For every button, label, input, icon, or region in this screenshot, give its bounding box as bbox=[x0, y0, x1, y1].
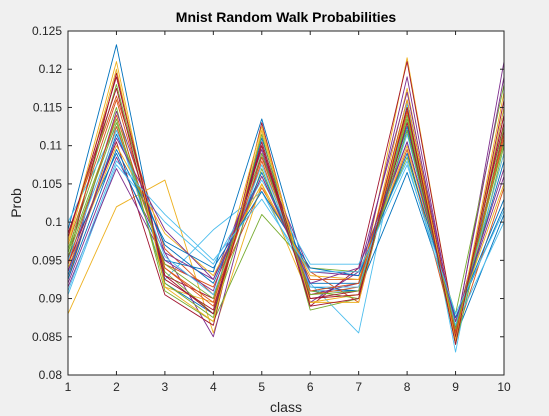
y-tick-label: 0.125 bbox=[32, 24, 62, 38]
x-tick-label: 7 bbox=[355, 380, 362, 394]
x-tick-label: 2 bbox=[113, 380, 120, 394]
x-tick-label: 8 bbox=[404, 380, 411, 394]
series-line bbox=[67, 68, 505, 342]
y-tick-label: 0.085 bbox=[32, 330, 62, 344]
x-axis-label: class bbox=[270, 399, 302, 415]
y-tick-label: 0.12 bbox=[39, 62, 63, 76]
axes-box bbox=[67, 30, 505, 376]
x-tick-label: 1 bbox=[65, 380, 72, 394]
y-axis-ticks: 0.08 0.085 0.09 0.095 0.1 0.105 0.11 0.115 0.12 0… bbox=[32, 24, 504, 382]
x-axis-ticks: 1 2 3 4 5 6 7 8 9 10 bbox=[65, 31, 511, 394]
y-axis-label: Prob bbox=[8, 188, 24, 218]
x-tick-label: 10 bbox=[497, 380, 511, 394]
x-tick-label: 9 bbox=[452, 380, 459, 394]
chart-title: Mnist Random Walk Probabilities bbox=[176, 9, 397, 25]
x-tick-label: 5 bbox=[258, 380, 265, 394]
series-line bbox=[67, 118, 505, 319]
y-tick-label: 0.09 bbox=[39, 292, 63, 306]
x-tick-label: 6 bbox=[307, 380, 314, 394]
y-tick-label: 0.11 bbox=[40, 139, 63, 153]
y-tick-label: 0.08 bbox=[39, 368, 63, 382]
series-line bbox=[67, 122, 505, 330]
series-line bbox=[67, 76, 505, 345]
y-tick-label: 0.095 bbox=[32, 253, 62, 267]
y-tick-label: 0.115 bbox=[33, 100, 62, 114]
y-tick-label: 0.105 bbox=[32, 177, 62, 191]
series-line bbox=[67, 160, 505, 315]
y-tick-label: 0.1 bbox=[45, 215, 62, 229]
series-lines bbox=[67, 44, 505, 353]
series-line bbox=[67, 137, 505, 322]
x-tick-label: 3 bbox=[162, 380, 169, 394]
x-tick-label: 4 bbox=[210, 380, 217, 394]
